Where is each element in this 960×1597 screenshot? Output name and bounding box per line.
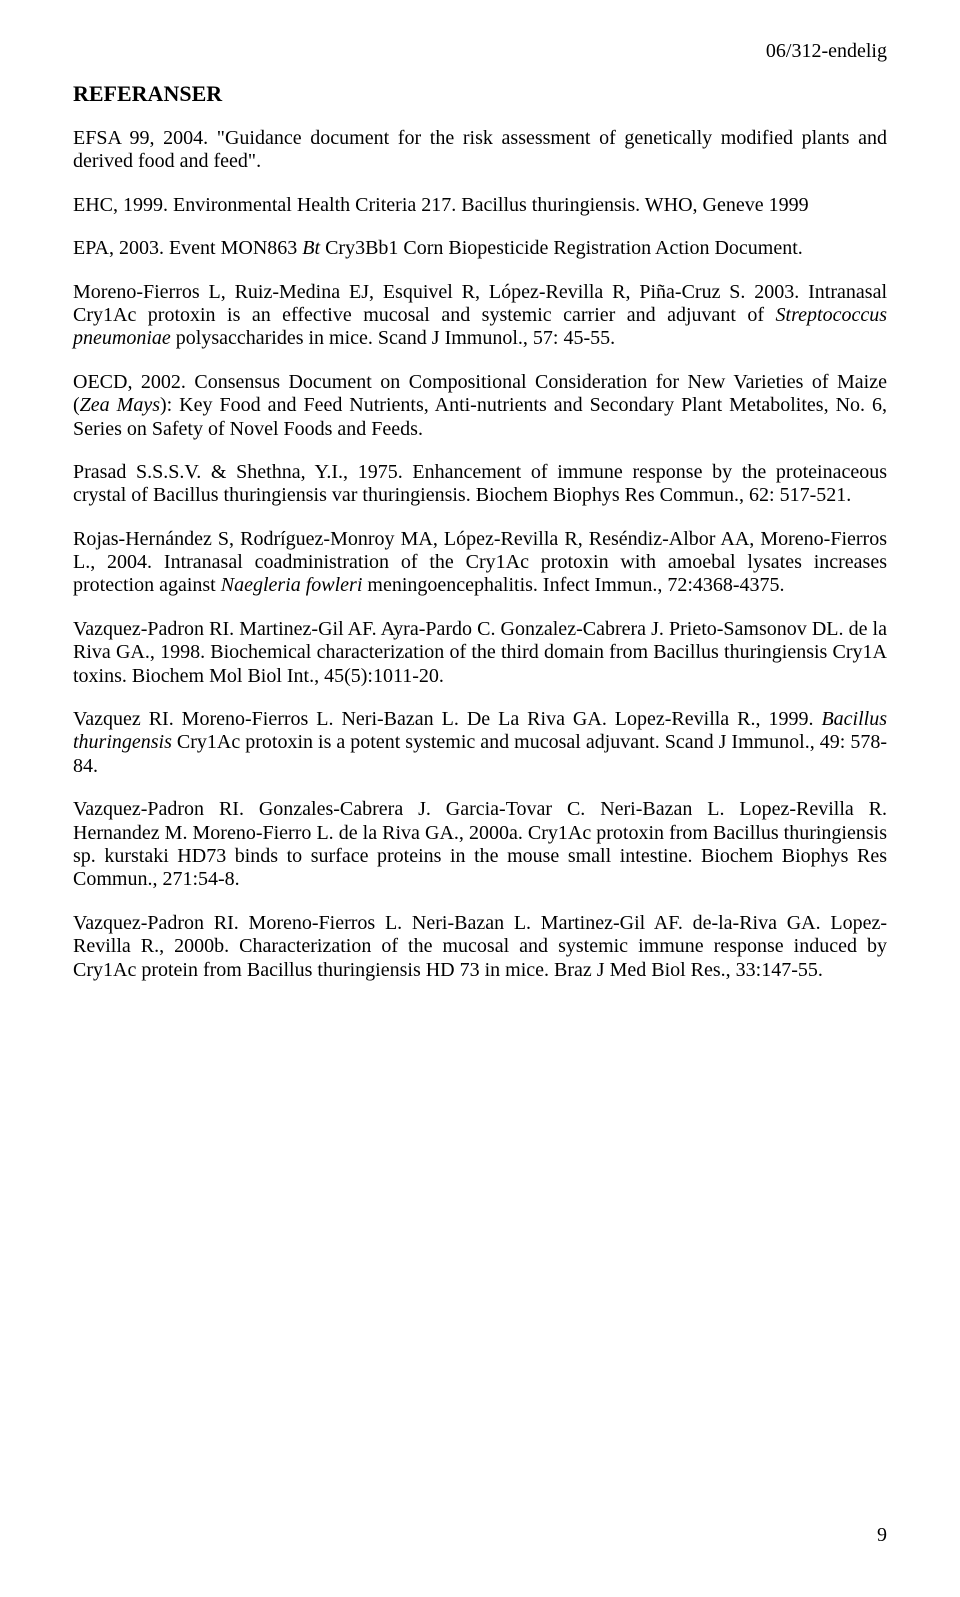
document-page: 06/312-endelig REFERANSER EFSA 99, 2004.… [0,0,960,1597]
reference-item: Moreno-Fierros L, Ruiz-Medina EJ, Esquiv… [73,281,887,351]
reference-item: Rojas-Hernández S, Rodríguez-Monroy MA, … [73,528,887,598]
reference-item: Vazquez-Padron RI. Martinez-Gil AF. Ayra… [73,618,887,688]
reference-item: EHC, 1999. Environmental Health Criteria… [73,194,887,217]
reference-item: Prasad S.S.S.V. & Shethna, Y.I., 1975. E… [73,461,887,508]
reference-item: OECD, 2002. Consensus Document on Compos… [73,371,887,441]
reference-item: EFSA 99, 2004. "Guidance document for th… [73,127,887,174]
reference-item: EPA, 2003. Event MON863 Bt Cry3Bb1 Corn … [73,237,887,260]
header-doc-id: 06/312-endelig [73,40,887,63]
reference-item: Vazquez-Padron RI. Moreno-Fierros L. Ner… [73,912,887,982]
reference-item: Vazquez-Padron RI. Gonzales-Cabrera J. G… [73,798,887,892]
page-number: 9 [877,1524,887,1547]
reference-item: Vazquez RI. Moreno-Fierros L. Neri-Bazan… [73,708,887,778]
section-title: REFERANSER [73,81,887,107]
